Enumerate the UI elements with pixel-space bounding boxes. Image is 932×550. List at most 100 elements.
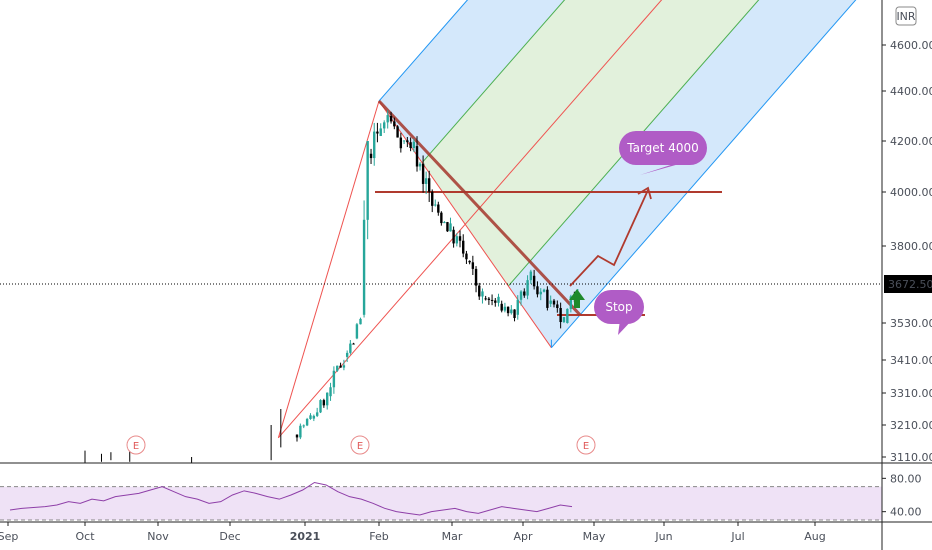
candle-body [431, 191, 434, 206]
candle-body [510, 309, 513, 314]
candle-body [500, 303, 503, 311]
candle-body [458, 236, 462, 241]
up-arrow-icon [569, 289, 585, 308]
time-tick-label: Aug [804, 530, 825, 543]
time-tick-label: Apr [513, 530, 533, 543]
candle-body [322, 400, 326, 406]
target-bubble-label: Target 4000 [626, 141, 698, 155]
last-price-label: 3672.50 [888, 278, 932, 291]
candle-body [471, 262, 475, 269]
projection-arrowhead [637, 186, 652, 200]
rsi-tick-label: 40.00 [890, 506, 922, 519]
candle-body [369, 153, 373, 159]
time-tick-label: Sep [0, 530, 18, 543]
time-tick-label: Mar [442, 530, 463, 543]
candle-body [376, 131, 379, 134]
candle-body [421, 163, 425, 184]
last-price-tag [884, 275, 932, 293]
candle-body [339, 365, 342, 368]
candle-body [355, 324, 359, 339]
pitchfork-inner-upper-line [421, 0, 566, 163]
candle-body [319, 400, 322, 413]
candle-body [305, 418, 309, 426]
candle-body [474, 268, 478, 286]
candle-body [399, 137, 403, 149]
pitchfork-lower-line [551, 0, 857, 348]
candle-body [446, 222, 449, 232]
time-tick-label: 2021 [290, 530, 321, 543]
price-tick-label: 3110.00 [890, 451, 932, 464]
price-tick-label: 4000.00 [890, 186, 932, 199]
candle-body [494, 300, 497, 303]
earnings-marker [576, 435, 596, 455]
candle-body [389, 116, 393, 122]
price-tick-label: 4400.00 [890, 85, 932, 98]
candle-body [415, 146, 419, 167]
candle-body [487, 298, 491, 300]
candle-body [529, 271, 533, 281]
candle-body [532, 275, 536, 287]
price-tick-label: 3210.00 [890, 419, 932, 432]
pitchfork-inner-lower-line [507, 0, 760, 287]
stop-bubble-tail [618, 318, 634, 335]
candle-body [345, 352, 349, 357]
candle-body [437, 204, 440, 213]
candle-body [424, 178, 428, 184]
candle-body [418, 163, 422, 167]
candle-body [359, 318, 362, 325]
candle-body [362, 219, 366, 315]
candle-body [449, 223, 452, 232]
candle-body [481, 291, 484, 297]
price-tick-label: 3410.00 [890, 354, 932, 367]
candle-body [373, 131, 376, 159]
time-tick-label: May [583, 530, 606, 543]
price-tick-label: 4200.00 [890, 135, 932, 148]
candle-body [513, 309, 516, 319]
time-tick-label: Nov [147, 530, 169, 543]
earnings-marker [126, 435, 146, 455]
pitchfork-outer-zone-upper [379, 0, 565, 163]
candle-body [409, 142, 412, 148]
candle-body [497, 296, 500, 303]
candle-body [526, 280, 529, 296]
candle-body [484, 298, 487, 300]
candle-body [309, 415, 312, 419]
candle-body [559, 307, 562, 323]
candle-body [402, 140, 406, 142]
candle-body [542, 289, 546, 292]
candle-body [379, 128, 382, 136]
candle-body [396, 126, 399, 138]
target-bubble-shape [619, 131, 707, 165]
target-bubble: Target 4000 [619, 131, 707, 175]
candle-body [349, 343, 352, 353]
stop-bubble: Stop [594, 290, 644, 335]
earnings-marker-label: E [133, 441, 139, 452]
target-bubble-tail [640, 159, 697, 175]
earnings-marker-label: E [583, 441, 589, 452]
candle-body [366, 141, 369, 220]
pitchfork-handle-ab [277, 100, 380, 438]
rsi-line [9, 481, 573, 516]
candle-body [336, 365, 339, 371]
pitchfork-outer-zone-lower [508, 0, 856, 348]
candle-body [552, 300, 556, 305]
candle-body [383, 122, 386, 129]
candle-body [465, 253, 468, 260]
candle-body [455, 236, 459, 244]
candle-body [434, 204, 437, 206]
candle-body [393, 121, 396, 127]
candle-body [503, 306, 507, 311]
candle-body [412, 141, 416, 148]
price-tick-label: 4600.00 [890, 39, 932, 52]
candle-body [556, 304, 559, 308]
candle-body [427, 178, 431, 192]
earnings-marker-label: E [357, 441, 363, 452]
projection-path [569, 189, 649, 287]
candle-body [295, 434, 299, 438]
time-tick-label: Feb [369, 530, 388, 543]
candle-body [352, 343, 355, 345]
candle-body [342, 365, 346, 368]
candle-body [536, 286, 539, 295]
candle-body [299, 425, 302, 438]
pitchfork-upper-line [378, 0, 469, 102]
